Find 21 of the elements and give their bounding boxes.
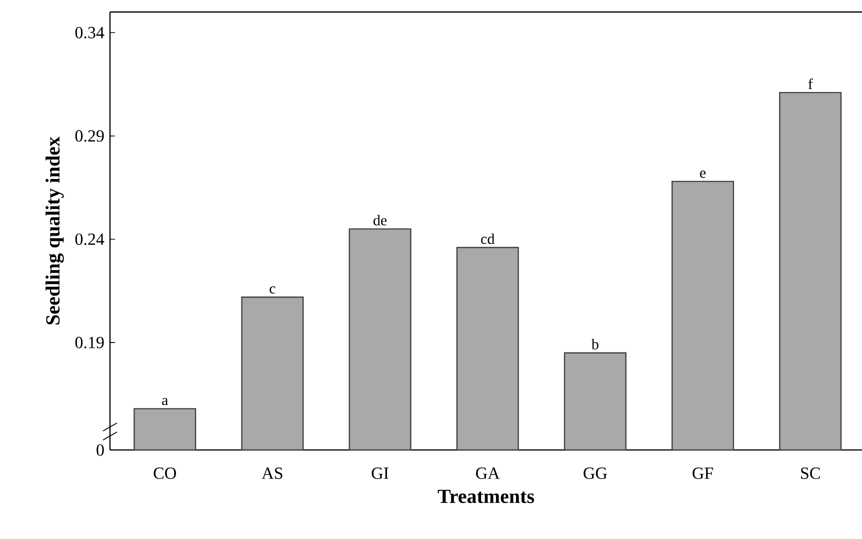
x-tick-label: GI bbox=[372, 468, 388, 479]
annotation: b bbox=[591, 338, 598, 350]
x-tick-label: GF bbox=[692, 468, 714, 479]
annotation: a bbox=[162, 398, 168, 406]
y-tick-label: 0.34 bbox=[75, 26, 104, 38]
x-tick-label: SC bbox=[801, 468, 820, 479]
y-tick-label: 0.24 bbox=[75, 233, 104, 246]
x-tick-label: GA bbox=[476, 468, 500, 479]
annotation: de bbox=[374, 214, 387, 226]
y-axis-title: Seedling quality index bbox=[46, 136, 64, 324]
annotation: c bbox=[270, 286, 276, 294]
x-tick-label: AS bbox=[262, 468, 282, 479]
y-tick-label: 0.29 bbox=[75, 130, 104, 142]
y-tick-label: 0.19 bbox=[75, 336, 104, 348]
x-axis-title: Treatments bbox=[438, 490, 534, 504]
annotation: cd bbox=[481, 233, 495, 244]
annotation: e bbox=[700, 170, 706, 178]
y-tick-label: 0 bbox=[96, 444, 104, 456]
x-tick-label: CO bbox=[154, 468, 176, 479]
x-tick-label: GG bbox=[584, 468, 607, 479]
annotation: f bbox=[808, 78, 813, 90]
